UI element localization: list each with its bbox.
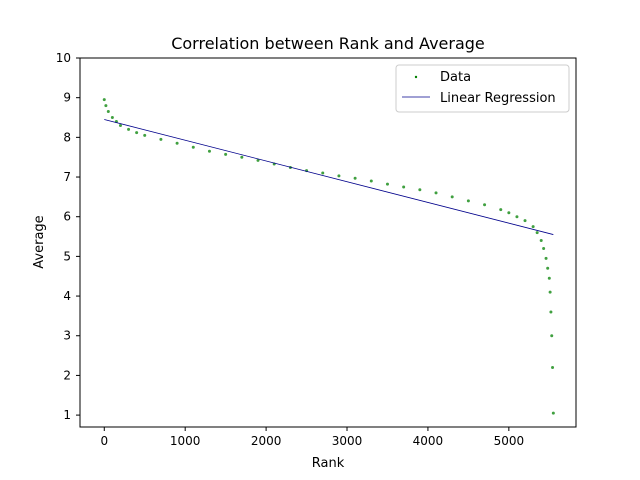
data-point — [118, 123, 122, 127]
y-axis-label: Average — [32, 215, 47, 268]
data-point — [104, 104, 108, 108]
data-point — [207, 149, 211, 153]
data-point — [369, 179, 373, 183]
data-point — [143, 133, 147, 137]
data-point — [159, 137, 163, 141]
data-point — [224, 152, 228, 156]
data-point — [450, 195, 454, 199]
x-tick-label: 5000 — [494, 434, 525, 448]
data-point — [539, 239, 543, 243]
data-point — [466, 199, 470, 203]
regression-line — [104, 119, 554, 235]
data-point — [544, 256, 548, 260]
data-point — [499, 208, 503, 212]
data-point — [548, 290, 552, 294]
y-tick-label: 6 — [63, 210, 71, 224]
legend: Data Linear Regression — [395, 64, 570, 113]
y-tick-label: 3 — [63, 329, 71, 343]
y-tick-label: 8 — [63, 130, 71, 144]
data-point — [106, 110, 110, 114]
x-tick-label: 1000 — [170, 434, 201, 448]
y-tick-label: 5 — [63, 249, 71, 263]
data-point — [127, 127, 131, 131]
y-tick-label: 7 — [63, 170, 71, 184]
data-point — [191, 145, 195, 149]
data-point — [531, 225, 535, 229]
data-point — [175, 141, 179, 145]
plot-marks — [102, 98, 555, 415]
data-point — [515, 215, 519, 219]
data-point — [402, 185, 406, 189]
data-point — [507, 211, 511, 215]
data-point — [542, 246, 546, 250]
y-tick-label: 1 — [63, 408, 71, 422]
data-point — [353, 176, 357, 180]
x-tick-label: 3000 — [332, 434, 363, 448]
plot-frame — [79, 57, 577, 428]
y-tick-label: 4 — [63, 289, 71, 303]
data-point — [551, 411, 555, 415]
x-axis-label: Rank — [312, 456, 345, 471]
data-point — [110, 116, 114, 120]
data-point — [321, 171, 325, 175]
data-point — [418, 188, 422, 192]
x-tick-label: 0 — [100, 434, 108, 448]
data-point — [549, 310, 553, 314]
y-tick-label: 9 — [63, 91, 71, 105]
x-tick-label: 2000 — [251, 434, 282, 448]
legend-marker-data — [414, 75, 418, 79]
data-point — [337, 174, 341, 178]
legend-box — [395, 64, 570, 113]
x-axis: 0 1000 2000 3000 4000 5000 — [100, 427, 524, 448]
y-axis: 1 2 3 4 5 6 7 8 9 10 — [56, 51, 80, 422]
data-point — [256, 158, 260, 162]
data-point — [240, 155, 244, 159]
legend-label-regression: Linear Regression — [440, 91, 556, 106]
legend-label-data: Data — [440, 70, 471, 85]
data-point — [102, 98, 106, 102]
data-point — [550, 334, 554, 338]
y-tick-label: 10 — [56, 51, 71, 65]
data-point — [546, 266, 550, 270]
data-point — [385, 182, 389, 186]
x-tick-label: 4000 — [413, 434, 444, 448]
data-point — [547, 276, 551, 280]
data-point — [535, 231, 539, 235]
chart-title: Correlation between Rank and Average — [171, 34, 485, 53]
data-point — [551, 365, 555, 369]
data-point — [483, 203, 487, 207]
data-point — [523, 219, 527, 223]
data-point — [434, 191, 438, 195]
data-point — [135, 131, 139, 135]
y-tick-label: 2 — [63, 368, 71, 382]
